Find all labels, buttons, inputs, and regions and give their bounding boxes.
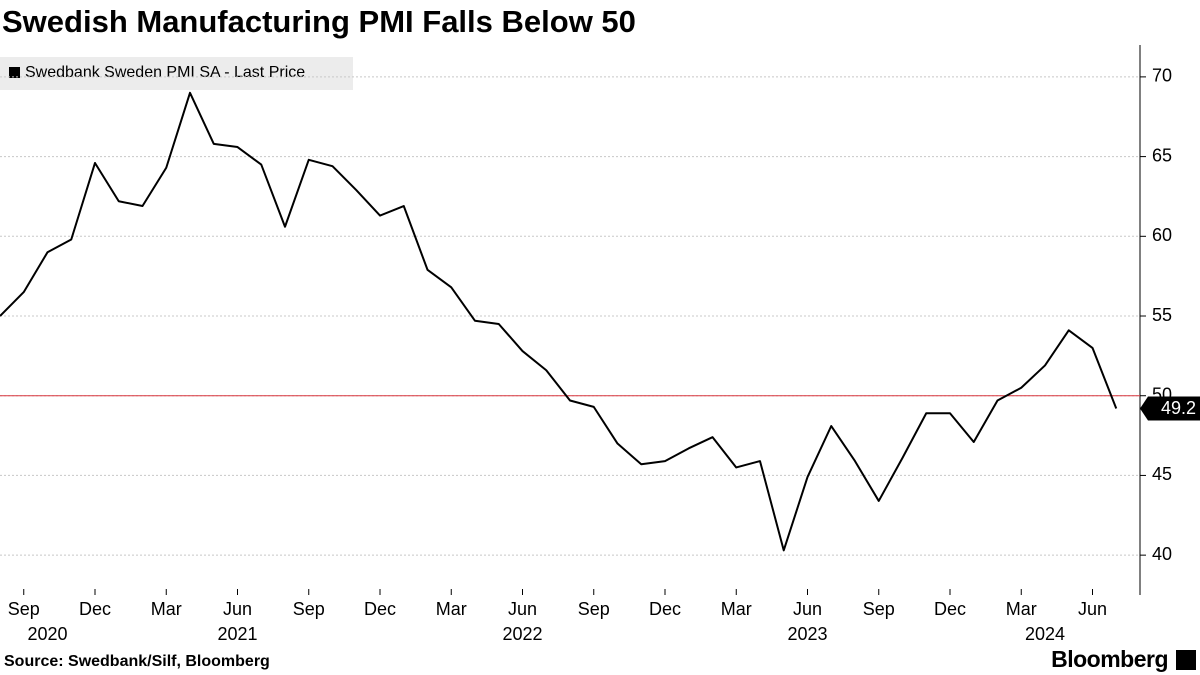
legend-swatch xyxy=(9,67,20,78)
y-tick-label: 55 xyxy=(1152,305,1172,325)
x-tick-label: Dec xyxy=(649,599,681,619)
x-tick-label: Sep xyxy=(293,599,325,619)
y-tick-label: 70 xyxy=(1152,66,1172,86)
chart-title: Swedish Manufacturing PMI Falls Below 50 xyxy=(2,4,636,39)
x-tick-label: Jun xyxy=(508,599,537,619)
legend-label: Swedbank Sweden PMI SA - Last Price xyxy=(25,64,305,81)
x-tick-label: Mar xyxy=(1006,599,1037,619)
brand-logo: Bloomberg xyxy=(1051,646,1168,672)
x-year-label: 2021 xyxy=(217,624,257,644)
y-tick-label: 40 xyxy=(1152,544,1172,564)
x-year-label: 2022 xyxy=(502,624,542,644)
last-price-label: 49.2 xyxy=(1161,398,1196,418)
y-tick-label: 45 xyxy=(1152,464,1172,484)
x-tick-label: Mar xyxy=(721,599,752,619)
x-tick-label: Dec xyxy=(79,599,111,619)
x-tick-label: Jun xyxy=(1078,599,1107,619)
x-tick-label: Sep xyxy=(8,599,40,619)
x-year-label: 2020 xyxy=(27,624,67,644)
x-year-label: 2024 xyxy=(1025,624,1065,644)
last-price-tag xyxy=(1140,396,1200,421)
brand-icon xyxy=(1176,650,1196,670)
x-tick-label: Sep xyxy=(578,599,610,619)
series-line xyxy=(0,91,1118,552)
x-tick-label: Mar xyxy=(151,599,182,619)
x-tick-label: Dec xyxy=(364,599,396,619)
x-tick-label: Mar xyxy=(436,599,467,619)
legend-box xyxy=(0,57,353,90)
x-tick-label: Jun xyxy=(793,599,822,619)
x-tick-label: Dec xyxy=(934,599,966,619)
x-tick-label: Jun xyxy=(223,599,252,619)
x-year-label: 2023 xyxy=(787,624,827,644)
source: Source: Swedbank/Silf, Bloomberg xyxy=(4,653,270,670)
y-tick-label: 65 xyxy=(1152,145,1172,165)
y-tick-label: 60 xyxy=(1152,225,1172,245)
x-tick-label: Sep xyxy=(863,599,895,619)
